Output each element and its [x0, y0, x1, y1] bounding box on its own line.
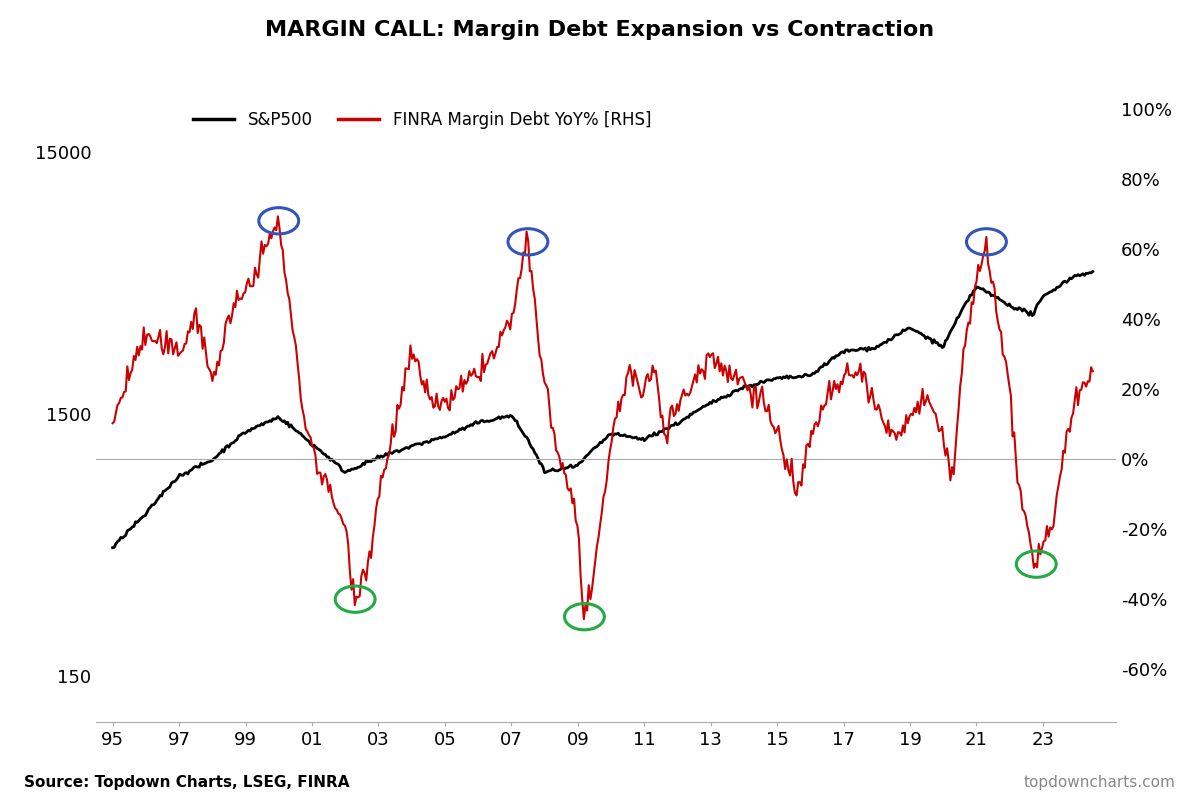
- Text: Source: Topdown Charts, LSEG, FINRA: Source: Topdown Charts, LSEG, FINRA: [24, 775, 349, 790]
- Legend: S&P500, FINRA Margin Debt YoY% [RHS]: S&P500, FINRA Margin Debt YoY% [RHS]: [186, 104, 658, 136]
- Text: MARGIN CALL: Margin Debt Expansion vs Contraction: MARGIN CALL: Margin Debt Expansion vs Co…: [265, 20, 935, 40]
- Text: topdowncharts.com: topdowncharts.com: [1024, 775, 1176, 790]
